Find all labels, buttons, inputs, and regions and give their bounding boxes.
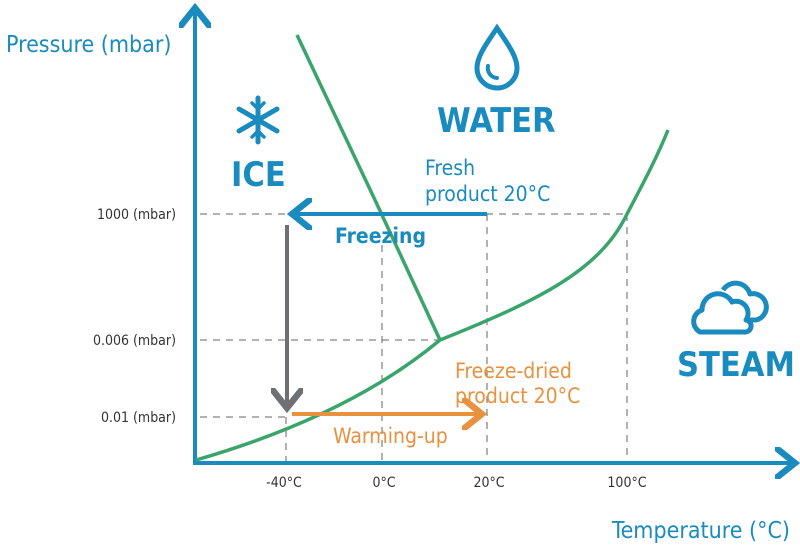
y-tick-0006: 0.006 (mbar) bbox=[93, 333, 176, 349]
x-tick-20: 20°C bbox=[473, 475, 504, 491]
region-ice: ICE bbox=[231, 155, 286, 195]
x-tick-100: 100°C bbox=[607, 475, 646, 491]
snowflake-icon bbox=[236, 95, 280, 145]
freeze-dried-line2: product 20°C bbox=[455, 384, 580, 408]
region-water: WATER bbox=[437, 101, 556, 141]
freezing-label: Freezing bbox=[335, 224, 426, 248]
freeze-dried-line1: Freeze-dried bbox=[455, 359, 572, 383]
x-tick-0: 0°C bbox=[372, 475, 395, 491]
x-tick-m40: -40°C bbox=[266, 475, 302, 491]
sublimation-vaporization-curve bbox=[195, 129, 670, 462]
water-drop-icon bbox=[474, 23, 520, 91]
x-axis-label: Temperature (°C) bbox=[611, 518, 790, 544]
warming-up-label: Warming-up bbox=[333, 424, 448, 448]
cloud-icon bbox=[691, 280, 769, 335]
fresh-product-line2: product 20°C bbox=[425, 182, 550, 206]
region-steam: STEAM bbox=[677, 345, 795, 385]
y-axis-label: Pressure (mbar) bbox=[6, 32, 171, 58]
y-tick-001: 0.01 (mbar) bbox=[101, 410, 176, 426]
fresh-product-line1: Fresh bbox=[425, 156, 475, 180]
y-tick-1000: 1000 (mbar) bbox=[97, 207, 176, 223]
melting-curve bbox=[295, 34, 442, 341]
